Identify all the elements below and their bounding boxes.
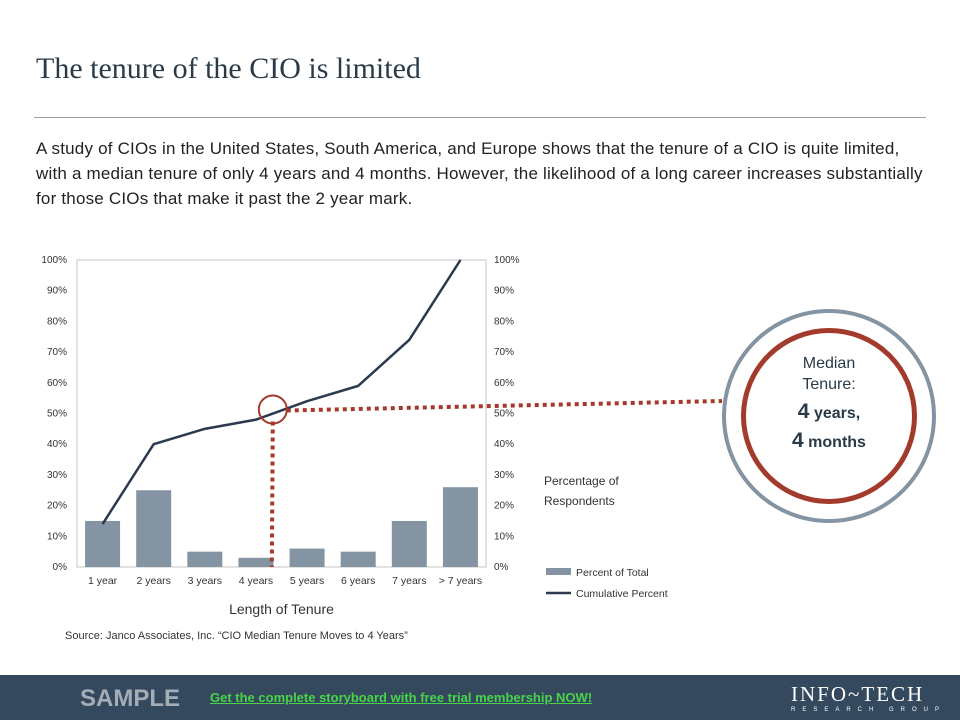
x-tick-label: 2 years: [136, 575, 170, 587]
info-tech-logo: INFO~TECH RESEARCH GROUP: [791, 683, 946, 715]
plot-area-frame: [76, 259, 487, 568]
y2-axis-title-line1: Percentage of: [544, 474, 619, 488]
y-tick-label-left: 40%: [47, 439, 67, 450]
median-months: 4 months: [746, 429, 912, 453]
x-tick-label: > 7 years: [439, 575, 482, 587]
bar-percent-of-total: [391, 520, 427, 567]
y-tick-label-right: 70%: [494, 347, 514, 358]
x-tick-label: 6 years: [341, 575, 375, 587]
median-label-line1: Median: [802, 355, 856, 372]
median-months-unit: months: [808, 434, 866, 451]
y-tick-label-left: 90%: [47, 286, 67, 297]
y-tick-label-left: 20%: [47, 501, 67, 512]
median-months-number: 4: [792, 429, 804, 452]
intro-paragraph: A study of CIOs in the United States, So…: [36, 139, 923, 208]
title-divider: [34, 117, 926, 118]
bar-percent-of-total: [340, 551, 376, 567]
x-axis-title: Length of Tenure: [229, 601, 334, 617]
logo-tagline: RESEARCH GROUP: [791, 707, 947, 713]
y-tick-label-right: 60%: [494, 378, 514, 389]
y-tick-label-right: 90%: [494, 286, 514, 297]
legend-label-percent-of-total: Percent of Total: [576, 567, 649, 579]
legend-swatch-percent-of-total: [546, 568, 571, 575]
median-years: 4 years,: [746, 400, 912, 424]
page-title: The tenure of the CIO is limited: [36, 52, 421, 85]
y2-axis-title-line2: Respondents: [544, 494, 615, 508]
legend-label-cumulative-percent: Cumulative Percent: [576, 588, 668, 600]
x-tick-label: 4 years: [239, 575, 273, 587]
y-tick-label-left: 10%: [47, 531, 67, 542]
y-tick-label-right: 30%: [494, 470, 514, 481]
y-tick-label-right: 10%: [494, 531, 514, 542]
y-tick-label-left: 50%: [47, 409, 67, 420]
footer-bar: SAMPLE Get the complete storyboard with …: [0, 675, 960, 720]
median-label-line2: Tenure:: [802, 376, 856, 393]
x-tick-label: 3 years: [188, 575, 222, 587]
y-tick-label-right: 40%: [494, 439, 514, 450]
y-tick-label-left: 0%: [53, 562, 68, 573]
median-label: Median Tenure:: [746, 353, 912, 395]
trial-membership-link[interactable]: Get the complete storyboard with free tr…: [210, 690, 593, 705]
median-highlight-circle: [257, 394, 288, 425]
bar-percent-of-total: [136, 490, 172, 567]
x-tick-label: 7 years: [392, 575, 426, 587]
cumulative-percent-line: [101, 259, 462, 525]
y-tick-label-right: 100%: [494, 255, 520, 266]
bar-percent-of-total: [187, 551, 223, 567]
x-tick-label: 5 years: [290, 575, 324, 587]
bar-percent-of-total: [442, 487, 478, 567]
bar-percent-of-total: [238, 557, 274, 567]
y-tick-label-left: 60%: [47, 378, 67, 389]
sample-label: SAMPLE: [80, 685, 181, 712]
y-tick-label-left: 100%: [41, 255, 67, 266]
y-tick-label-right: 80%: [494, 316, 514, 327]
logo-wordmark: INFO~TECH: [791, 682, 925, 706]
y-tick-label-left: 70%: [47, 347, 67, 358]
y-tick-label-right: 0%: [494, 562, 509, 573]
bar-percent-of-total: [85, 520, 121, 567]
y-tick-label-right: 50%: [494, 409, 514, 420]
median-vertical-guide: [269, 421, 275, 568]
source-note: Source: Janco Associates, Inc. “CIO Medi…: [65, 630, 408, 642]
median-years-unit: years,: [813, 405, 861, 422]
y-tick-label-left: 80%: [47, 316, 67, 327]
x-tick-label: 1 year: [88, 575, 118, 587]
median-years-number: 4: [797, 400, 810, 423]
median-horizontal-guide: [286, 399, 723, 413]
y-tick-label-left: 30%: [47, 470, 67, 481]
median-badge: Median Tenure: 4 years, 4 months: [741, 328, 917, 504]
bar-percent-of-total: [289, 548, 325, 567]
y-tick-label-right: 20%: [494, 501, 514, 512]
